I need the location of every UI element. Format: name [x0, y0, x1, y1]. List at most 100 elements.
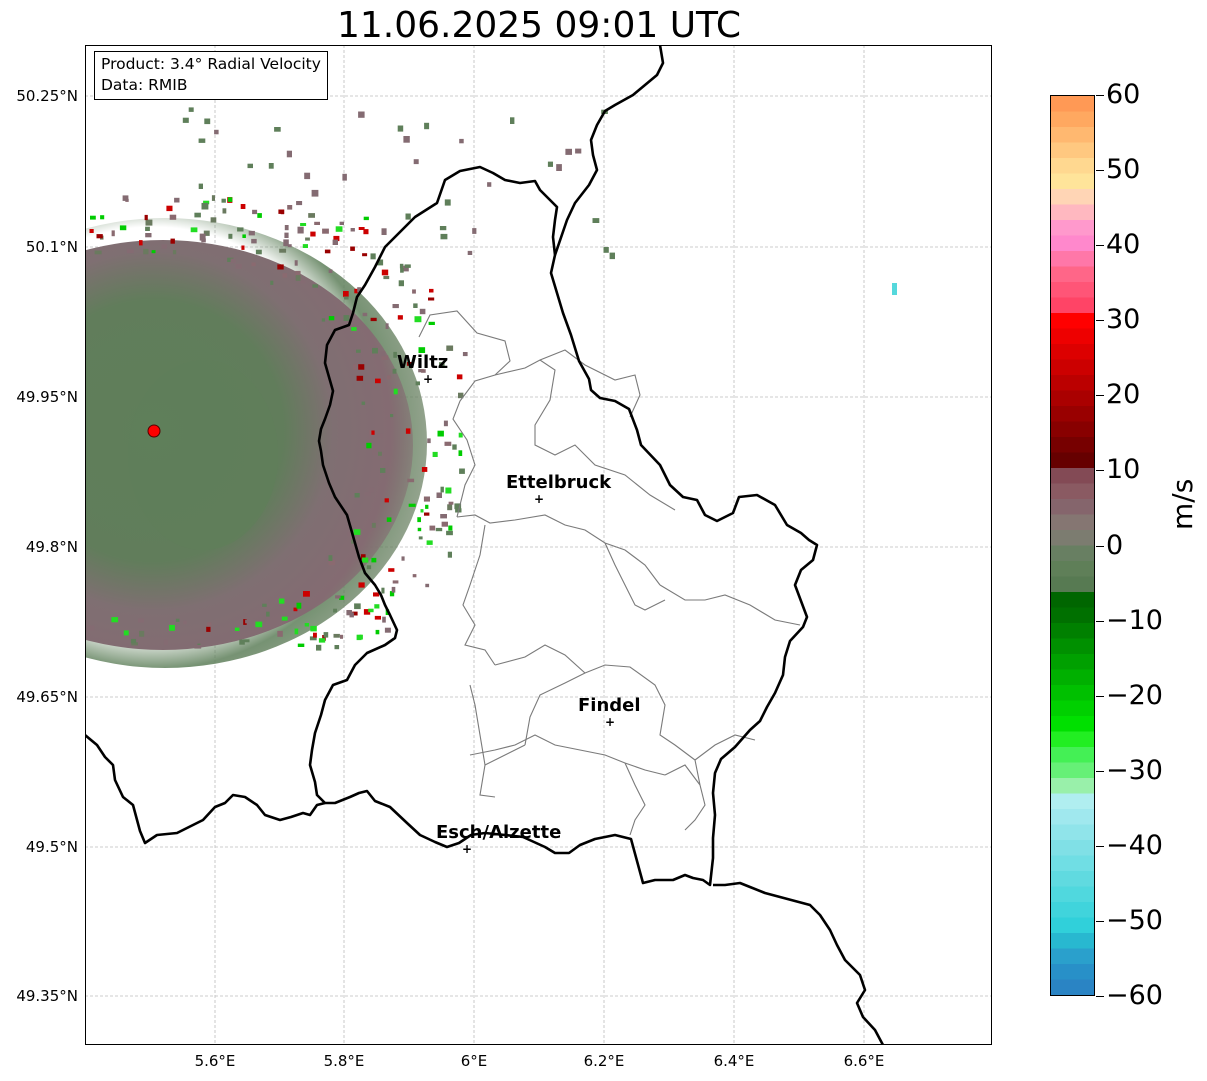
radar-speckle — [214, 129, 219, 135]
radar-speckle — [240, 204, 246, 209]
map-title: 11.06.2025 09:01 UTC — [336, 5, 742, 46]
radar-speckle — [310, 625, 317, 632]
radar-speckle — [287, 244, 292, 248]
radar-speckle — [328, 269, 333, 273]
colorbar-gradient — [1051, 96, 1094, 995]
colorbar-band — [1051, 421, 1094, 438]
radar-speckle — [328, 560, 336, 566]
colorbar-tick — [1096, 846, 1104, 847]
radar-speckle — [343, 315, 350, 321]
colorbar-tick-label: −50 — [1106, 905, 1163, 936]
radar-speckle — [424, 512, 430, 516]
colorbar-band — [1051, 747, 1094, 764]
radar-speckle — [281, 616, 288, 621]
colorbar-band — [1051, 638, 1094, 655]
radar-speckle — [172, 250, 177, 255]
radar-speckle — [322, 635, 326, 641]
map-area[interactable]: Wiltz + Ettelbruck + Findel + Esch/Alzet… — [85, 45, 992, 1045]
radar-speckle — [381, 269, 389, 276]
radar-speckle — [277, 264, 284, 270]
radar-speckle — [278, 209, 285, 214]
radar-speckle — [308, 213, 315, 218]
radar-speckle — [211, 195, 215, 201]
radar-speckle — [440, 486, 444, 493]
latitude-label: 49.65°N — [16, 688, 78, 706]
radar-speckle — [300, 223, 307, 226]
radar-speckle — [392, 368, 397, 374]
radar-speckle — [436, 492, 442, 498]
colorbar-band — [1051, 840, 1094, 857]
radar-speckle — [90, 215, 96, 220]
radar-speckle — [448, 501, 454, 505]
radar-speckle — [188, 107, 194, 112]
radar-speckle — [126, 248, 134, 254]
radar-speckle — [380, 351, 386, 357]
radar-speckle — [333, 235, 340, 242]
radar-speckle — [366, 565, 372, 570]
radar-speckle — [459, 138, 464, 144]
radar-speckle — [401, 556, 405, 561]
colorbar-band — [1051, 778, 1094, 795]
latitude-label: 50.25°N — [16, 87, 78, 105]
radar-speckle — [351, 539, 355, 544]
radar-speckle — [170, 238, 175, 244]
radar-speckle — [174, 197, 180, 203]
radar-speckle — [295, 275, 301, 281]
radar-speckle — [444, 441, 452, 446]
colorbar-tick — [1096, 996, 1104, 997]
radar-speckle — [454, 503, 462, 510]
radar-speckle — [251, 238, 257, 244]
radar-speckle — [279, 248, 287, 253]
radar-speckle — [239, 639, 245, 645]
germany-border-north — [553, 45, 665, 256]
radar-speckle — [111, 230, 115, 237]
radar-speckle — [266, 611, 270, 617]
radar-speckle — [393, 388, 398, 395]
colorbar-band — [1051, 964, 1094, 981]
radar-speckle — [234, 627, 240, 631]
longitude-label: 6°E — [460, 1052, 488, 1070]
radar-speckle — [439, 226, 447, 231]
radar-speckle — [241, 245, 245, 250]
radar-speckle — [169, 624, 175, 631]
radar-speckle — [356, 634, 362, 641]
radar-speckle — [382, 616, 386, 623]
radar-speckle — [387, 375, 391, 380]
colorbar-tick-label: −30 — [1106, 755, 1163, 786]
radar-speckle — [353, 529, 361, 535]
radar-speckle — [428, 321, 435, 325]
radar-speckle — [354, 603, 361, 610]
radar-speckle — [429, 525, 436, 531]
radar-speckle — [447, 551, 452, 558]
radar-speckle — [446, 530, 453, 536]
radar-speckle — [381, 228, 387, 235]
svg-text:+: + — [605, 715, 615, 729]
longitude-label: 5.8°E — [323, 1052, 365, 1070]
radar-speckle — [357, 287, 362, 293]
city-label: Findel — [578, 695, 641, 716]
radar-speckle — [87, 625, 95, 631]
radar-speckle — [392, 580, 399, 584]
radar-speckle — [203, 200, 210, 205]
colorbar-band — [1051, 96, 1094, 113]
radar-speckle — [295, 270, 301, 276]
radar-speckle — [398, 280, 404, 287]
radar-speckle — [183, 620, 187, 625]
radar-speckle — [424, 122, 430, 130]
radar-speckle — [413, 159, 419, 165]
radar-speckle — [353, 364, 357, 370]
radar-speckle — [161, 244, 167, 249]
district-boundaries — [418, 310, 801, 836]
radar-speckle — [122, 195, 129, 201]
city-label: Esch/Alzette — [436, 822, 561, 843]
colorbar-band — [1051, 592, 1094, 609]
radar-speckle — [293, 607, 298, 612]
radar-speckle — [343, 291, 349, 297]
radar-speckle — [377, 259, 384, 266]
radar-speckle — [245, 619, 249, 624]
radar-speckle — [603, 247, 609, 253]
radar-speckle — [384, 498, 389, 503]
radar-speckle — [404, 264, 411, 268]
radar-speckle — [406, 362, 413, 366]
radar-speckle — [392, 304, 399, 309]
